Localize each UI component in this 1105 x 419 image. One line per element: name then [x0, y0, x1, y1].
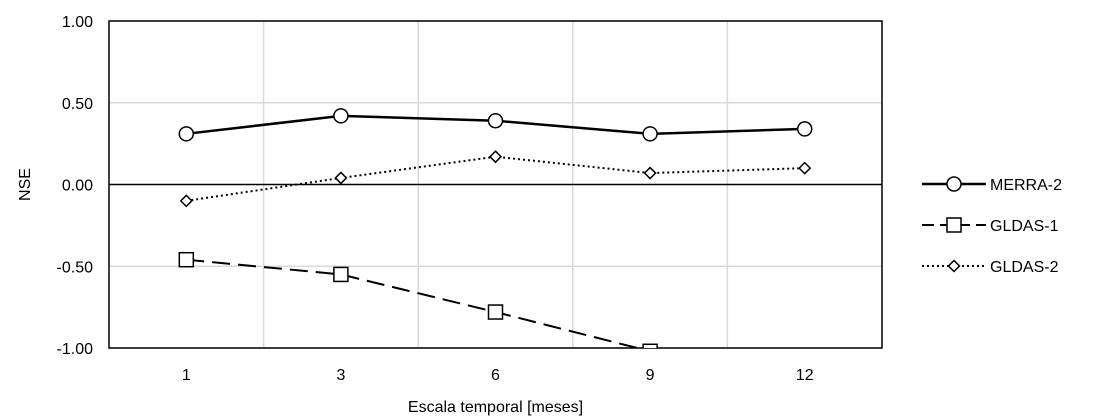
legend-label-merra-2: MERRA-2 [990, 177, 1062, 194]
data-point-gldas-2 [798, 161, 812, 175]
legend-marker-gldas-2 [947, 259, 961, 273]
x-tick-label: 3 [336, 367, 345, 384]
data-point-gldas-2 [488, 150, 503, 164]
legend-label-gldas-2: GLDAS-2 [990, 259, 1059, 276]
y-tick-label: 1.00 [62, 14, 93, 31]
y-tick-label: 0.50 [62, 96, 93, 113]
y-tick-label: -0.50 [57, 259, 94, 276]
series-gldas-2 [179, 150, 812, 208]
series-merra-2 [178, 108, 813, 142]
data-point-merra-2 [178, 126, 195, 142]
data-point-gldas-1 [178, 251, 195, 268]
x-tick-label: 12 [796, 367, 814, 384]
data-point-gldas-2 [334, 171, 348, 185]
y-tick-label: -1.00 [57, 341, 94, 358]
x-tick-label: 9 [646, 367, 655, 384]
data-point-merra-2 [796, 121, 813, 137]
data-point-gldas-1 [333, 266, 349, 283]
data-point-gldas-2 [179, 194, 193, 208]
data-point-gldas-1 [642, 343, 658, 348]
series-gldas-1 [178, 251, 658, 348]
legend-label-gldas-1: GLDAS-1 [990, 218, 1059, 235]
data-point-merra-2 [487, 112, 504, 129]
data-point-merra-2 [642, 126, 658, 142]
data-point-gldas-1 [487, 304, 504, 320]
data-point-merra-2 [333, 108, 349, 124]
y-axis-ticks: 1.00 0.50 0.00 -0.50 -1.00 [57, 14, 94, 358]
y-axis-title: NSE [17, 168, 34, 201]
x-axis-ticks: 1 3 6 9 12 [182, 367, 814, 384]
x-tick-label: 1 [182, 367, 191, 384]
legend-marker-merra-2 [946, 176, 962, 192]
series-layer [178, 108, 813, 348]
data-point-gldas-2 [643, 166, 657, 180]
legend: MERRA-2 GLDAS-1 GLDAS-2 [922, 176, 1062, 276]
gridlines [108, 20, 883, 349]
y-tick-label: 0.00 [62, 178, 93, 195]
series-line-gldas-1 [186, 258, 642, 348]
x-tick-label: 6 [491, 367, 500, 384]
x-axis-title: Escala temporal [meses] [408, 399, 583, 416]
legend-marker-gldas-1 [946, 217, 962, 233]
